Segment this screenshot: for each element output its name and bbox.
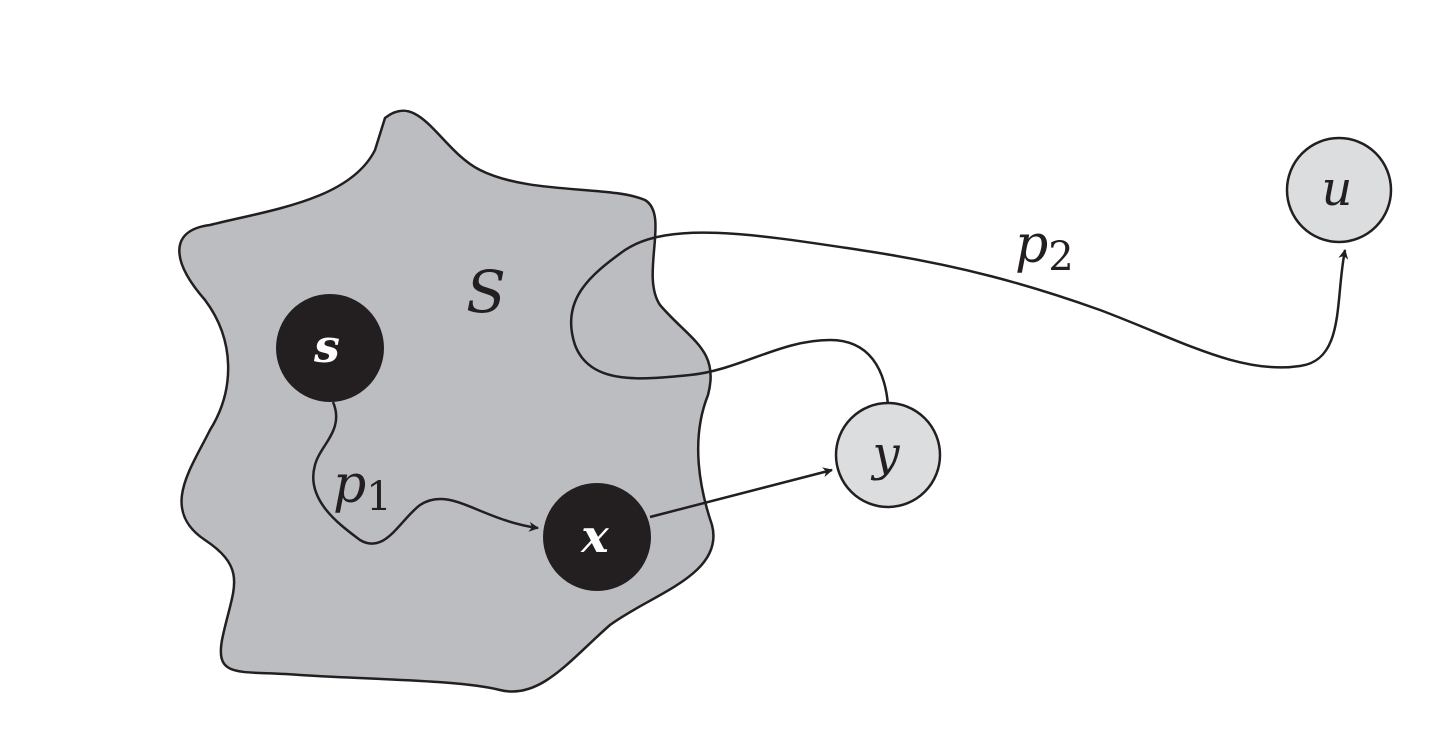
region-s-label: S — [466, 258, 506, 326]
path-p1-label: p1 — [333, 455, 392, 520]
node-u-label: u — [1322, 161, 1353, 217]
path-p1-curve — [312, 401, 539, 545]
region-s — [178, 109, 715, 693]
node-x-label: x — [580, 509, 609, 563]
node-s: s — [276, 294, 384, 402]
path-p2-label: p2 — [1015, 215, 1074, 280]
node-u: u — [1285, 136, 1393, 244]
node-x: x — [543, 483, 651, 591]
path-p2-curve — [569, 231, 1349, 406]
node-s-label: s — [313, 319, 340, 373]
node-y: y — [834, 401, 942, 509]
path-p2-subscript: 2 — [1048, 234, 1073, 280]
path-p2-base: p — [1015, 215, 1048, 275]
path-p1-base: p — [333, 455, 366, 515]
edge-x-y — [649, 467, 833, 519]
node-y-label: y — [870, 426, 900, 482]
path-p1-subscript: 1 — [366, 474, 391, 520]
